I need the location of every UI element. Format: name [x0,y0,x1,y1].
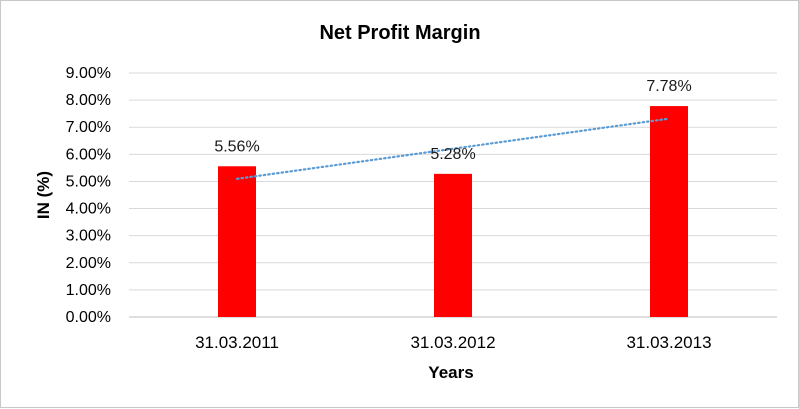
bar [218,166,256,317]
x-axis-title: Years [428,363,473,382]
x-tick-label: 31.03.2013 [626,333,711,352]
y-tick-label: 6.00% [66,146,111,163]
y-tick-label: 5.00% [66,173,111,190]
y-tick-label: 4.00% [66,201,111,218]
y-tick-label: 0.00% [66,309,111,326]
y-tick-label: 3.00% [66,228,111,245]
chart-title: Net Profit Margin [319,22,480,44]
data-label: 7.78% [646,78,691,95]
x-tick-labels: 31.03.2011 31.03.2012 31.03.2013 [195,333,711,352]
data-label: 5.28% [430,146,475,163]
data-label: 5.56% [214,138,259,155]
bar [650,106,688,317]
x-tick-label: 31.03.2011 [195,333,279,352]
bar [434,173,472,317]
y-tick-label: 7.00% [66,119,111,136]
x-tick-label: 31.03.2012 [410,333,495,352]
y-axis-title: IN (%) [34,171,53,219]
y-tick-label: 8.00% [66,92,111,109]
data-labels: 5.56% 5.28% 7.78% [214,78,691,163]
trendline [235,117,671,180]
bars [218,106,688,317]
y-tick-label: 1.00% [66,282,111,299]
y-tick-labels: 0.00% 1.00% 2.00% 3.00% 4.00% 5.00% 6.00% 7.00%… [66,65,111,326]
trendline-path [235,117,671,180]
y-tick-label: 9.00% [66,65,111,82]
y-tick-label: 2.00% [66,255,111,272]
